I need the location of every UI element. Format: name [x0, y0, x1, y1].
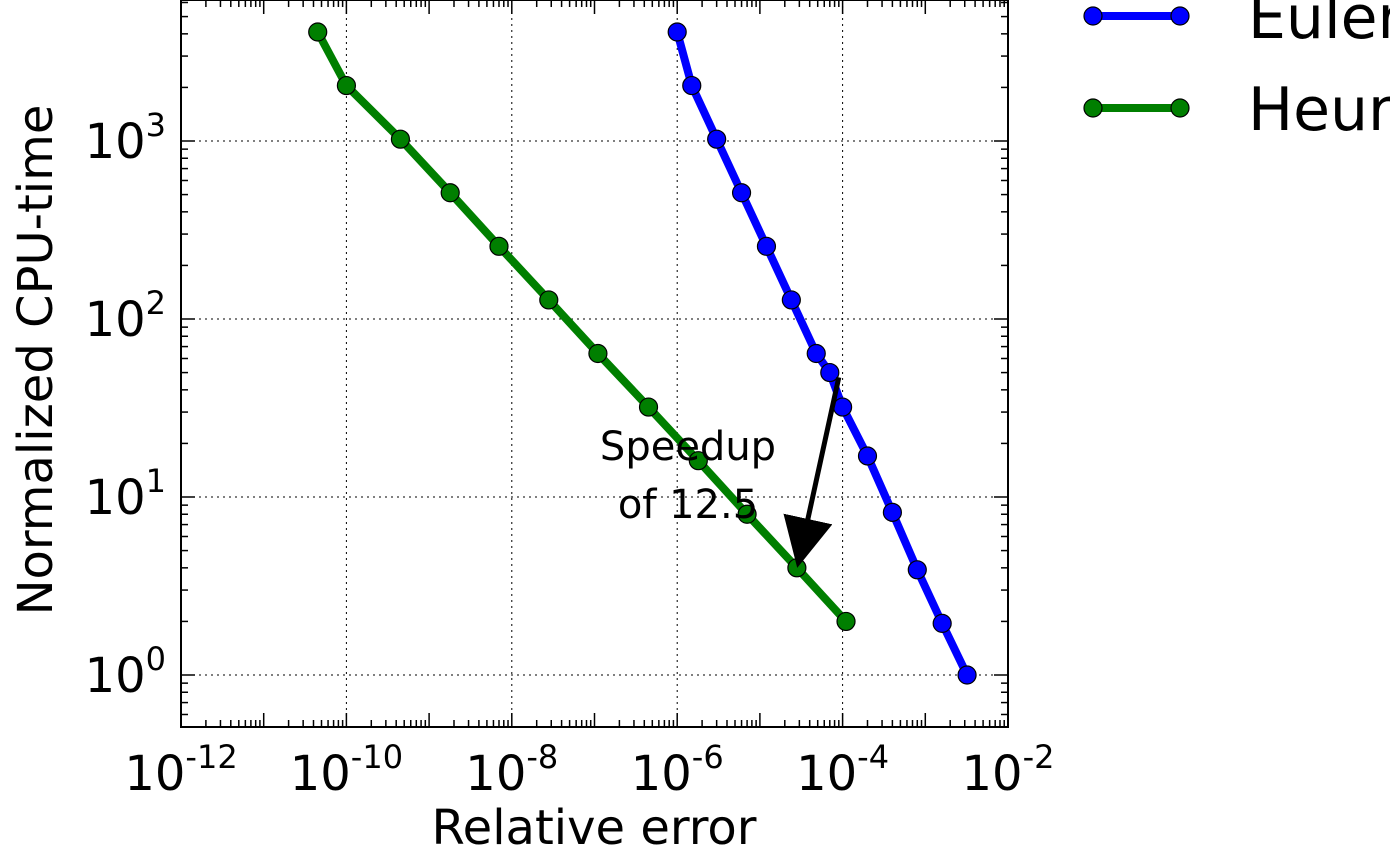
series-point-euler: [832, 397, 853, 417]
minor-ticks: [180, 0, 1008, 727]
series-point-heun: [836, 611, 856, 632]
legend-marker-heun: [1083, 98, 1103, 118]
x-axis-label: Relative error: [431, 800, 756, 855]
series-point-euler: [682, 75, 702, 96]
series-point-heun: [336, 75, 356, 96]
plot-frame: [180, 0, 1009, 728]
series-point-heun: [539, 290, 559, 310]
series-point-euler: [820, 362, 840, 383]
x-tick-label: 10-4: [796, 738, 889, 802]
legend-marker-euler: [1170, 6, 1190, 26]
y-tick-label: 102: [85, 284, 166, 348]
annotation-line-1: Speedup: [600, 424, 776, 470]
series-point-heun: [688, 451, 708, 471]
legend-label-heun: Heur: [1248, 75, 1390, 145]
x-tick-label: 10-8: [465, 738, 558, 802]
y-tick-label: 103: [85, 106, 166, 170]
series-point-euler: [756, 236, 777, 256]
y-axis-label: Normalized CPU-time: [8, 105, 64, 616]
annotation: Speedup of 12.5: [600, 376, 842, 568]
series-point-euler: [957, 665, 977, 685]
series-point-heun: [737, 504, 757, 524]
legend-marker-heun: [1170, 98, 1190, 118]
legend-label-euler: Euler: [1248, 0, 1390, 53]
series-point-heun: [638, 397, 659, 417]
series-layer: [308, 22, 977, 685]
series-point-euler: [907, 560, 927, 580]
series-point-euler: [667, 22, 687, 42]
series-point-heun: [787, 558, 807, 578]
series-point-heun: [489, 236, 509, 256]
series-line-heun: [314, 30, 849, 625]
x-tick-label: 10-10: [290, 738, 403, 802]
y-tick-label: 101: [85, 462, 166, 526]
series-point-heun: [390, 129, 411, 149]
series-point-heun: [308, 22, 328, 42]
x-tick-label: 10-6: [631, 738, 724, 802]
series-point-euler: [932, 613, 952, 633]
series-point-heun: [588, 343, 608, 364]
legend: Euler Heur: [1083, 0, 1390, 145]
series-point-euler: [781, 290, 801, 310]
series-point-heun: [440, 183, 460, 203]
series-point-euler: [731, 183, 752, 203]
annotation-line-2: of 12.5: [618, 482, 758, 528]
series-point-euler: [806, 343, 826, 364]
legend-marker-euler: [1083, 6, 1103, 26]
series-point-euler: [707, 129, 727, 149]
x-tick-label: 10-2: [962, 738, 1055, 802]
y-tick-label: 100: [85, 640, 166, 704]
annotation-arrow: [783, 376, 842, 568]
y-tick-labels: 100 101 102 103: [85, 106, 166, 704]
x-tick-label: 10-12: [124, 738, 237, 802]
grid-lines: [181, 0, 1008, 727]
x-tick-labels: 10-12 10-10 10-8 10-6 10-4 10-2: [124, 738, 1054, 802]
series-point-euler: [857, 446, 878, 466]
series-point-euler: [882, 502, 902, 522]
series-line-euler: [673, 30, 971, 677]
